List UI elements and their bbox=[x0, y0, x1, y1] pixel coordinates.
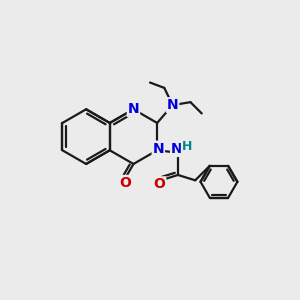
Text: N: N bbox=[128, 102, 139, 116]
Text: O: O bbox=[154, 177, 166, 191]
Text: N: N bbox=[152, 142, 164, 155]
Text: H: H bbox=[182, 140, 192, 153]
Text: N: N bbox=[167, 98, 178, 112]
Text: N: N bbox=[171, 142, 183, 156]
Text: O: O bbox=[119, 176, 131, 190]
